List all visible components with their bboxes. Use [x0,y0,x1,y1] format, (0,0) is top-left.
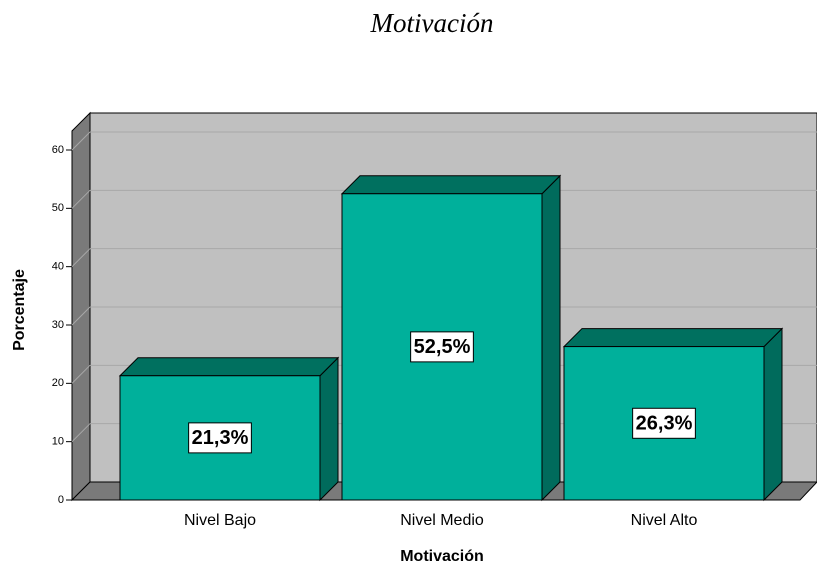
x-axis-label: Motivación [400,548,484,565]
x-tick-label: Nivel Alto [631,512,698,529]
y-axis-label: Porcentaje [11,269,28,351]
grid-line-side [71,423,91,443]
y-tick-label: 40 [52,261,64,273]
grid-line-side [71,189,91,209]
bar-side [763,327,783,502]
value-label-box [410,331,474,363]
value-label-box [188,422,252,454]
bar-top [118,357,340,377]
grid-line-side [71,248,91,268]
value-label: 52,5% [414,336,471,358]
x-tick-label: Nivel Medio [400,512,484,529]
left-wall [71,111,91,502]
bar [563,346,765,501]
chart-title: Motivación [370,8,494,38]
value-label: 26,3% [636,413,693,435]
y-tick-label: 10 [52,436,64,448]
y-tick-label: 20 [52,377,64,389]
y-tick-label: 60 [52,144,64,156]
value-label-box [632,407,696,439]
bar-top [340,175,562,195]
y-tick-label: 50 [52,202,64,214]
bar-side [319,356,339,502]
y-tick-label: 0 [58,494,64,506]
value-label: 21,3% [192,427,249,449]
y-tick-label: 30 [52,319,64,331]
grid-line-side [71,364,91,384]
bar-side [541,174,561,502]
x-tick-label: Nivel Bajo [184,512,256,529]
grid-line-side [71,306,91,326]
grid-line-side [71,131,91,151]
bar-top [562,328,784,348]
